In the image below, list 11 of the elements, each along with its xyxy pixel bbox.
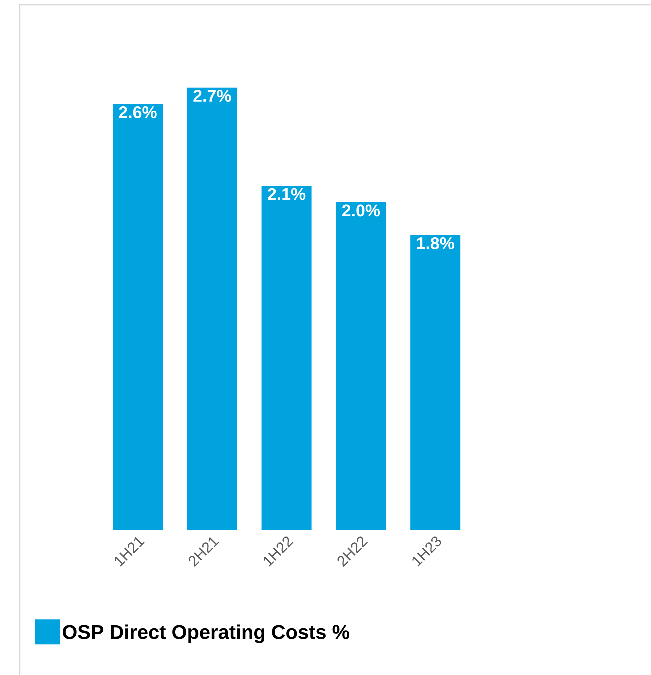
data-label: 2.6%	[119, 106, 157, 118]
bar	[336, 202, 386, 530]
legend-label: OSP Direct Operating Costs %	[62, 624, 350, 644]
data-label: 1.8%	[417, 237, 454, 250]
bar	[113, 104, 163, 530]
bar	[410, 235, 461, 530]
data-label: 2.0%	[342, 204, 380, 217]
bar	[187, 88, 238, 530]
bar	[262, 186, 312, 530]
data-label: 2.1%	[268, 188, 306, 200]
data-label: 2.7%	[194, 90, 232, 102]
